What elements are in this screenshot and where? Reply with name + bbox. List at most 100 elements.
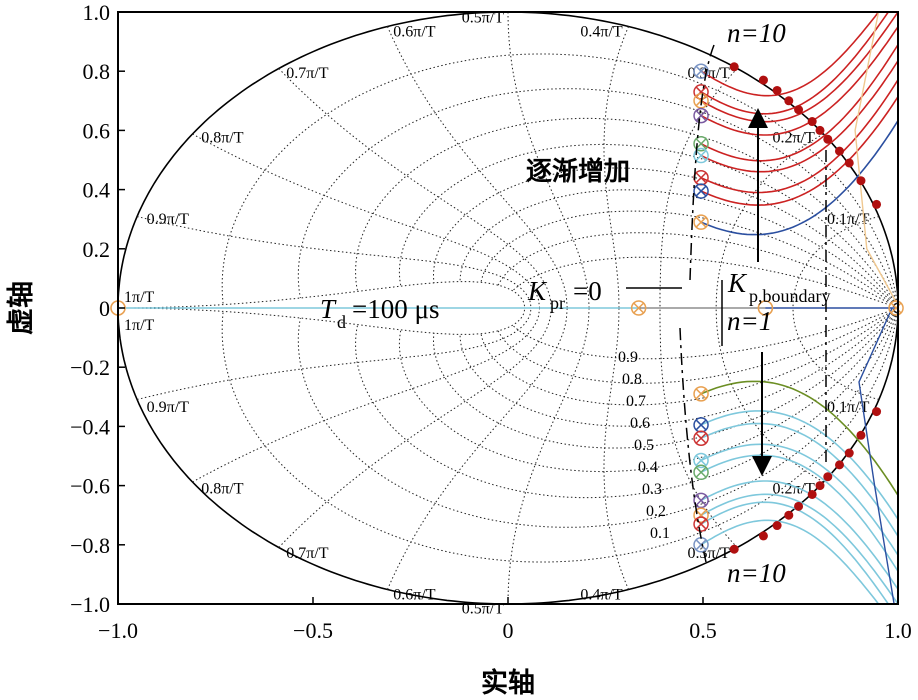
pole-circle [693,93,709,109]
x-tick-label: −0.5 [293,618,333,643]
frequency-line [118,281,526,309]
boundary-point [729,62,739,72]
lower-branch [700,443,898,557]
open-loop-pole [693,386,709,402]
damping-line [497,307,898,384]
frequency-line [136,216,532,309]
frequency-label: 0.6π/T [393,24,436,41]
lower-branch [700,480,898,591]
damping-line [512,307,898,360]
y-tick-label: 0.6 [83,118,111,143]
x-tick-label: 0 [503,618,514,643]
pole-circle [693,63,709,79]
n1-label: n=1 [727,306,772,336]
pole-cross [695,432,707,444]
open-loop-pole [693,464,709,481]
td-label: T d =100 μs [320,294,439,332]
pole-cross [695,454,707,466]
boundary-point [794,105,804,115]
damping-label: 0.1 [650,525,670,542]
right-branch-upper [854,12,897,303]
boundary-point [856,430,866,440]
damping-line [398,307,898,473]
frequency-label: 0.2π/T [772,480,815,497]
open-loop-pole [693,183,709,199]
pole-cross [695,388,707,400]
boundary-point [758,75,768,85]
y-tick-label: −0.4 [70,414,110,439]
upper-branch [700,43,898,162]
frequency-label: 0.1π/T [827,211,870,228]
damping-line [480,307,898,406]
damping-line [512,256,898,309]
open-loop-pole [693,214,709,230]
frequency-label: 0.3π/T [688,545,731,562]
lower-dash-envelope [679,327,707,563]
boundary-point [784,96,794,106]
svg-text:K: K [527,276,548,306]
frequency-label: 0.5π/T [462,9,505,26]
upper-branch [700,59,898,173]
frequency-label: 0.1π/T [827,399,870,416]
n10-top-label: n=10 [727,18,786,48]
svg-text:T: T [320,294,337,324]
frequency-line [192,133,541,309]
pole-zero-markers [110,62,904,554]
damping-label: 0.6 [630,415,650,432]
boundary-point [872,199,882,209]
kp-boundary-label: K p,boundary [727,268,830,306]
pole-circle [693,135,709,152]
svg-text:K: K [727,268,748,298]
x-tick-label: −1.0 [98,618,138,643]
frequency-label: 1π/T [124,289,155,306]
pole-circle [693,84,709,100]
pole-circle [693,386,709,402]
y-tick-label: −0.2 [70,355,110,380]
damping-line [355,307,898,499]
pole-circle [693,107,709,124]
upper-branch [700,119,898,236]
open-loop-pole [693,417,709,433]
right-branch-lower [858,307,895,604]
damping-label: 0.3 [642,481,662,498]
y-tick-label: 0.2 [83,237,111,262]
upper-branch [700,12,880,97]
frequency-line [603,26,629,309]
n10-bottom-label: n=10 [727,558,786,588]
pole-circle [693,452,709,469]
axis-ticks: −1.0 −0.5 0 0.5 1.0 1.0 0.8 0.6 0.4 0.2 0 −0.2 −0.4 −… [70,0,912,643]
boundary-point [835,460,844,470]
pole-cross [695,185,707,197]
svg-text:pr: pr [550,293,565,313]
open-loop-pole [888,300,904,316]
frequency-line [603,307,629,590]
frequency-line [507,12,590,309]
damping-label: 0.9 [618,349,638,366]
pole-circle [693,214,709,230]
y-tick-label: 0.8 [83,59,111,84]
lower-branch [700,519,880,604]
root-locus-branches [118,12,898,604]
boundary-point [823,134,833,144]
damping-label: 0.7 [626,393,646,410]
open-loop-pole [693,63,709,79]
frequency-line [792,307,880,400]
open-loop-pole [693,452,709,469]
damping-line [221,307,898,563]
y-tick-label: 0.4 [83,178,111,203]
boundary-point [772,521,782,531]
boundary-point [844,448,854,458]
frequency-label: 0.4π/T [580,24,623,41]
pole-circle [693,492,709,509]
lower-branch [700,380,898,497]
boundary-point [807,489,817,499]
y-tick-label: −0.8 [70,533,110,558]
svg-text:d: d [337,312,346,332]
boundary-point [815,481,825,491]
boundary-point [844,158,854,168]
upper-branch [700,95,898,206]
pole-cross [695,494,707,506]
frequency-line [136,307,532,400]
frequency-line [387,307,568,590]
